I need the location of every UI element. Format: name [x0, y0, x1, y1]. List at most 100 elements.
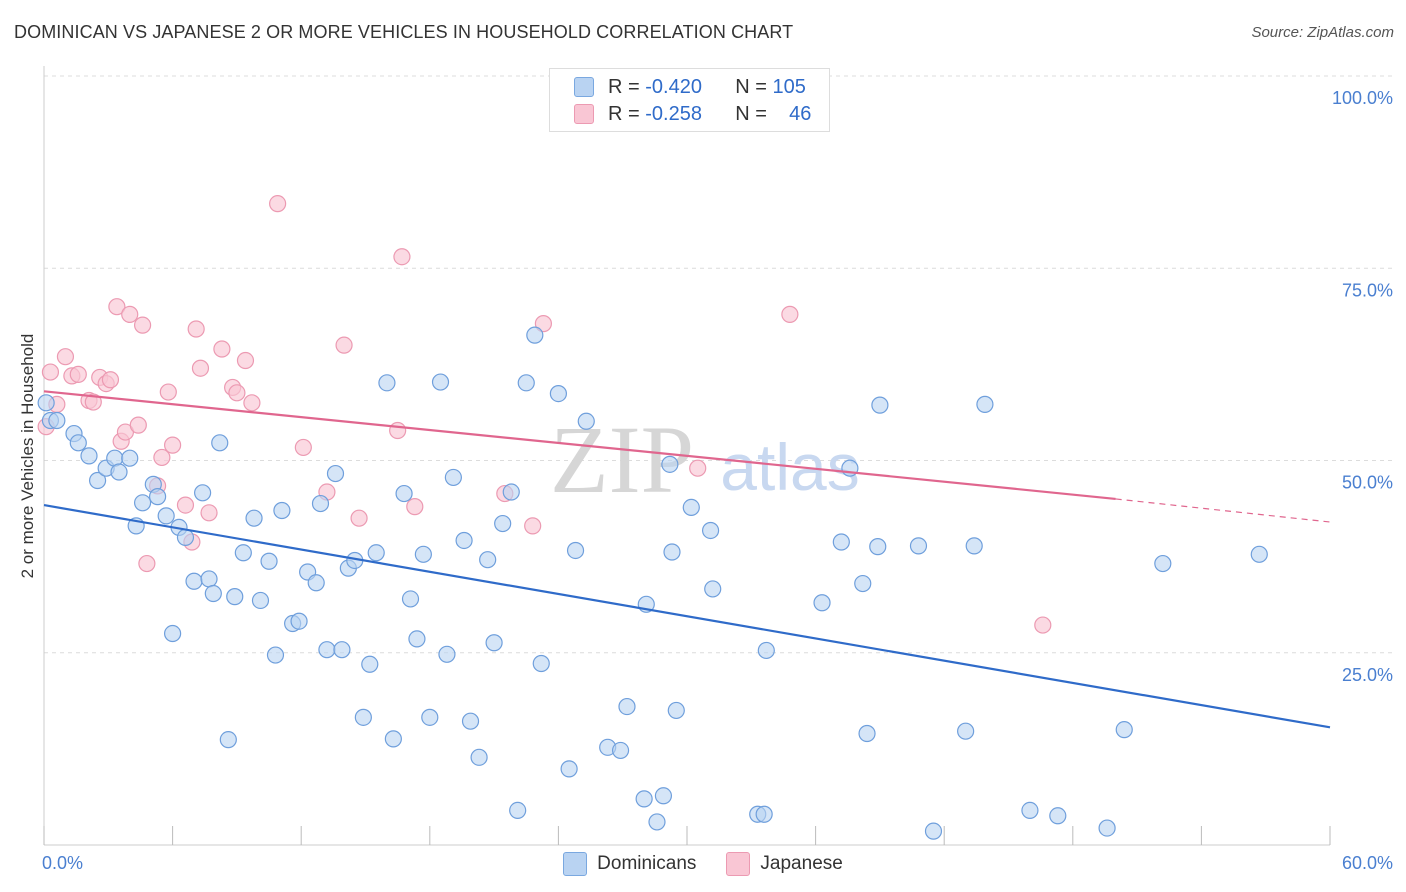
- legend-item-dominicans[interactable]: Dominicans: [563, 852, 696, 876]
- data-point-dominican: [273, 501, 291, 520]
- trend-lines: [43, 390, 1331, 729]
- data-point-dominican: [1049, 807, 1067, 825]
- data-point-dominican: [461, 712, 480, 730]
- trend-line-japanese-extension: [1115, 498, 1331, 523]
- data-point-dominican: [133, 494, 152, 512]
- data-point-dominican: [200, 570, 218, 588]
- data-point-dominican: [438, 645, 456, 663]
- n-label: N =: [735, 102, 767, 125]
- data-point-dominican: [251, 591, 270, 610]
- data-point-dominican: [566, 541, 585, 560]
- data-point-dominican: [755, 805, 773, 823]
- x-tick-label: 0.0%: [42, 853, 83, 873]
- data-point-dominican: [965, 537, 983, 555]
- data-point-dominican: [333, 641, 351, 659]
- data-point-dominican: [226, 588, 244, 606]
- r-label: R =: [608, 102, 640, 125]
- data-point-dominican: [326, 464, 345, 483]
- data-point-dominican: [176, 528, 195, 547]
- n-value: 46: [789, 102, 812, 125]
- data-point-dominican: [509, 801, 527, 819]
- data-point-dominican: [813, 594, 831, 612]
- data-point-dominican: [560, 760, 578, 778]
- data-point-japanese: [534, 315, 552, 333]
- data-point-dominican: [395, 484, 413, 503]
- data-point-dominican: [611, 741, 630, 760]
- data-point-japanese: [335, 336, 353, 354]
- data-point-japanese: [41, 363, 60, 381]
- y-tick-label: 100.0%: [1332, 88, 1393, 108]
- data-point-dominican: [194, 484, 212, 502]
- data-point-dominican: [479, 551, 497, 569]
- data-point-dominican: [526, 326, 544, 344]
- data-point-dominican: [37, 394, 55, 412]
- data-point-dominican: [502, 483, 520, 501]
- data-point-dominican: [654, 787, 673, 805]
- data-point-dominican: [88, 471, 107, 490]
- data-point-dominican: [421, 708, 439, 726]
- y-tick-label: 75.0%: [1342, 280, 1393, 300]
- japanese-points: [37, 195, 1052, 634]
- data-point-japanese: [69, 365, 87, 383]
- pink-swatch: [574, 104, 594, 124]
- data-point-dominican: [1115, 721, 1133, 739]
- data-point-dominican: [260, 552, 278, 570]
- data-point-dominican: [414, 545, 432, 563]
- legend-item-japanese[interactable]: Japanese: [726, 852, 843, 876]
- data-point-dominican: [663, 543, 681, 561]
- data-point-dominican: [635, 790, 653, 808]
- data-point-dominican: [957, 722, 975, 740]
- data-point-dominican: [858, 724, 876, 743]
- data-point-japanese: [236, 351, 255, 370]
- chart-source: Source: ZipAtlas.com: [1251, 24, 1394, 41]
- data-point-japanese: [1034, 616, 1052, 634]
- data-point-dominican: [494, 514, 512, 533]
- data-point-japanese: [138, 554, 156, 573]
- data-point-dominican: [401, 590, 420, 608]
- data-point-dominican: [701, 521, 720, 540]
- data-point-dominican: [361, 655, 379, 673]
- data-point-dominican: [164, 624, 182, 643]
- data-point-dominican: [69, 434, 87, 452]
- data-point-dominican: [682, 498, 700, 517]
- data-point-japanese: [176, 496, 195, 514]
- data-point-japanese: [689, 459, 707, 477]
- data-point-dominican: [378, 374, 396, 392]
- tick-labels: 100.0% 75.0% 50.0% 25.0% 0.0% 60.0%: [42, 88, 1393, 873]
- data-point-dominican: [1250, 545, 1268, 563]
- data-point-japanese: [187, 320, 205, 338]
- data-point-japanese: [269, 195, 287, 213]
- data-point-japanese: [153, 448, 171, 467]
- data-point-japanese: [133, 316, 152, 334]
- trend-line-japanese: [43, 390, 1116, 501]
- data-point-japanese: [213, 340, 231, 358]
- data-point-japanese: [350, 509, 368, 527]
- data-point-dominican: [245, 509, 263, 527]
- data-point-dominican: [517, 374, 535, 392]
- chart-title: DOMINICAN VS JAPANESE 2 OR MORE VEHICLES…: [14, 22, 794, 42]
- blue-swatch: [563, 852, 588, 876]
- data-point-japanese: [200, 504, 218, 522]
- pink-swatch: [726, 852, 751, 876]
- data-point-japanese: [56, 348, 75, 366]
- dominican-points: [37, 326, 1268, 840]
- data-point-dominican: [757, 641, 775, 660]
- y-tick-label: 25.0%: [1342, 665, 1393, 685]
- data-point-japanese: [294, 438, 312, 457]
- data-point-dominican: [185, 572, 203, 590]
- data-point-dominican: [976, 395, 994, 413]
- data-point-dominican: [110, 463, 128, 481]
- data-point-dominican: [648, 813, 666, 831]
- data-point-dominican: [1098, 819, 1116, 837]
- data-point-dominican: [532, 654, 550, 673]
- data-point-dominican: [909, 537, 928, 555]
- data-point-dominican: [470, 748, 488, 766]
- data-point-dominican: [148, 488, 167, 506]
- data-point-japanese: [121, 305, 139, 323]
- legend-label: Dominicans: [597, 853, 697, 874]
- stats-row-japanese: R = -0.258 N = 46: [574, 102, 811, 126]
- data-point-japanese: [129, 416, 147, 434]
- data-point-japanese: [393, 248, 411, 266]
- data-point-japanese: [108, 298, 126, 316]
